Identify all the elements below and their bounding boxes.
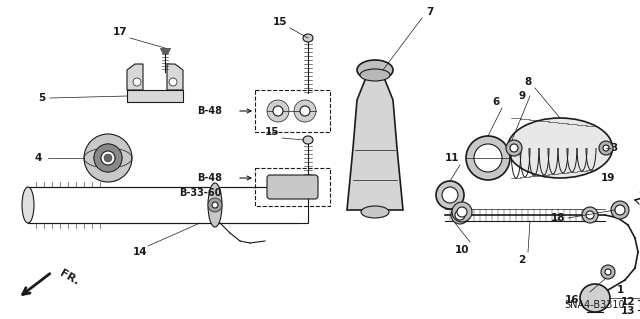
Circle shape [169, 78, 177, 86]
Circle shape [586, 211, 594, 219]
Text: B-48: B-48 [197, 173, 222, 183]
Ellipse shape [508, 118, 612, 178]
Text: 13: 13 [621, 306, 636, 316]
Bar [255, 90, 330, 132]
Text: 3: 3 [611, 143, 618, 153]
Circle shape [611, 201, 629, 219]
Text: 2: 2 [518, 255, 525, 265]
Circle shape [104, 154, 112, 162]
Circle shape [506, 140, 522, 156]
Text: 4: 4 [35, 153, 42, 163]
Circle shape [605, 269, 611, 275]
Polygon shape [167, 64, 183, 90]
Circle shape [466, 136, 510, 180]
Text: 14: 14 [132, 247, 147, 257]
Polygon shape [127, 64, 143, 90]
Circle shape [133, 78, 141, 86]
Circle shape [510, 144, 518, 152]
Circle shape [294, 100, 316, 122]
Text: B-48: B-48 [197, 106, 222, 116]
Text: 11: 11 [445, 153, 460, 163]
Text: 18: 18 [551, 213, 565, 223]
Bar [28, 187, 308, 223]
Text: 12: 12 [621, 297, 636, 307]
Circle shape [452, 202, 472, 222]
Ellipse shape [357, 60, 393, 80]
Circle shape [267, 100, 289, 122]
Text: 5: 5 [38, 93, 45, 103]
Circle shape [300, 106, 310, 116]
Text: SNA4-B3310: SNA4-B3310 [564, 300, 625, 310]
Text: 6: 6 [492, 97, 500, 107]
Text: 15: 15 [273, 17, 287, 27]
Circle shape [582, 207, 598, 223]
Text: 15: 15 [265, 127, 279, 137]
Text: FR.: FR. [58, 269, 81, 287]
Circle shape [208, 198, 222, 212]
Ellipse shape [361, 206, 389, 218]
Text: 10: 10 [455, 245, 469, 255]
FancyBboxPatch shape [267, 175, 318, 199]
Ellipse shape [208, 183, 222, 227]
Text: 1: 1 [616, 285, 623, 295]
Circle shape [84, 134, 132, 182]
Circle shape [601, 265, 615, 279]
Circle shape [603, 145, 609, 151]
Ellipse shape [22, 187, 34, 223]
Text: 19: 19 [601, 173, 615, 183]
Circle shape [94, 144, 122, 172]
Text: 7: 7 [426, 7, 434, 17]
Text: 17: 17 [113, 27, 127, 37]
Circle shape [101, 151, 115, 165]
Circle shape [615, 205, 625, 215]
Ellipse shape [303, 34, 313, 42]
Polygon shape [347, 75, 403, 210]
Text: B-33-60: B-33-60 [180, 188, 222, 198]
Circle shape [94, 144, 122, 172]
Circle shape [474, 144, 502, 172]
Circle shape [442, 187, 458, 203]
Polygon shape [127, 90, 183, 102]
Ellipse shape [303, 136, 313, 144]
Text: 8: 8 [524, 77, 532, 87]
Ellipse shape [580, 284, 610, 312]
Circle shape [599, 141, 613, 155]
Text: 16: 16 [564, 295, 579, 305]
Circle shape [451, 206, 469, 224]
Ellipse shape [360, 69, 390, 81]
Circle shape [455, 210, 465, 220]
Circle shape [457, 207, 467, 217]
Bar [255, 168, 330, 206]
Circle shape [273, 106, 283, 116]
Text: 9: 9 [518, 91, 525, 101]
Circle shape [436, 181, 464, 209]
Circle shape [212, 202, 218, 208]
